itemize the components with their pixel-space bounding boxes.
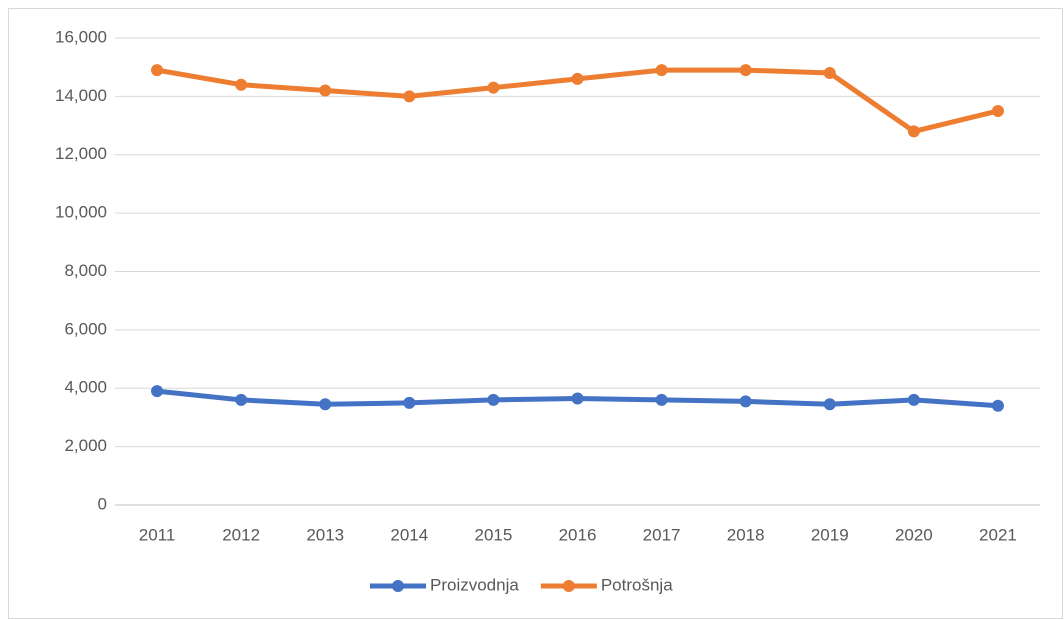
data-point — [571, 72, 584, 85]
data-point — [403, 396, 416, 409]
data-point — [151, 64, 164, 77]
x-tick-label: 2015 — [474, 525, 512, 544]
x-tick-label: 2017 — [643, 525, 681, 544]
x-tick-label: 2014 — [390, 525, 428, 544]
data-point — [823, 67, 836, 80]
y-tick-label: 8,000 — [64, 261, 107, 280]
x-tick-label: 2011 — [139, 525, 176, 544]
x-tick-label: 2020 — [895, 525, 933, 544]
x-tick-label: 2013 — [306, 525, 344, 544]
x-tick-label: 2018 — [727, 525, 765, 544]
data-point — [151, 385, 164, 398]
legend-marker — [562, 580, 575, 592]
data-point — [991, 104, 1004, 117]
y-tick-label: 0 — [98, 494, 107, 513]
data-point — [319, 398, 332, 411]
data-point — [823, 398, 836, 411]
data-point — [655, 64, 668, 77]
y-tick-label: 16,000 — [55, 27, 107, 46]
y-tick-label: 6,000 — [64, 319, 107, 338]
y-tick-label: 12,000 — [55, 144, 107, 163]
data-point — [487, 393, 500, 406]
data-point — [319, 84, 332, 97]
data-point — [739, 395, 752, 408]
data-point — [907, 125, 920, 138]
x-tick-label: 2021 — [979, 525, 1017, 544]
y-tick-label: 4,000 — [64, 378, 107, 397]
data-point — [907, 393, 920, 406]
data-point — [991, 399, 1004, 412]
x-tick-label: 2019 — [811, 525, 849, 544]
x-tick-label: 2012 — [222, 525, 260, 544]
legend-label: Proizvodnja — [430, 575, 519, 594]
data-point — [235, 78, 248, 91]
data-point — [571, 392, 584, 405]
y-tick-label: 10,000 — [55, 203, 107, 222]
legend-label: Potrošnja — [601, 575, 673, 594]
data-point — [655, 393, 668, 406]
data-point — [739, 64, 752, 77]
data-point — [403, 90, 416, 103]
data-point — [235, 393, 248, 406]
x-tick-label: 2016 — [559, 525, 597, 544]
y-tick-label: 2,000 — [64, 436, 107, 455]
data-point — [487, 81, 500, 94]
legend-marker — [392, 580, 404, 592]
y-tick-label: 14,000 — [55, 86, 107, 105]
